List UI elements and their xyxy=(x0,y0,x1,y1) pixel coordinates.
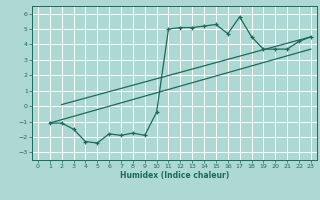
X-axis label: Humidex (Indice chaleur): Humidex (Indice chaleur) xyxy=(120,171,229,180)
